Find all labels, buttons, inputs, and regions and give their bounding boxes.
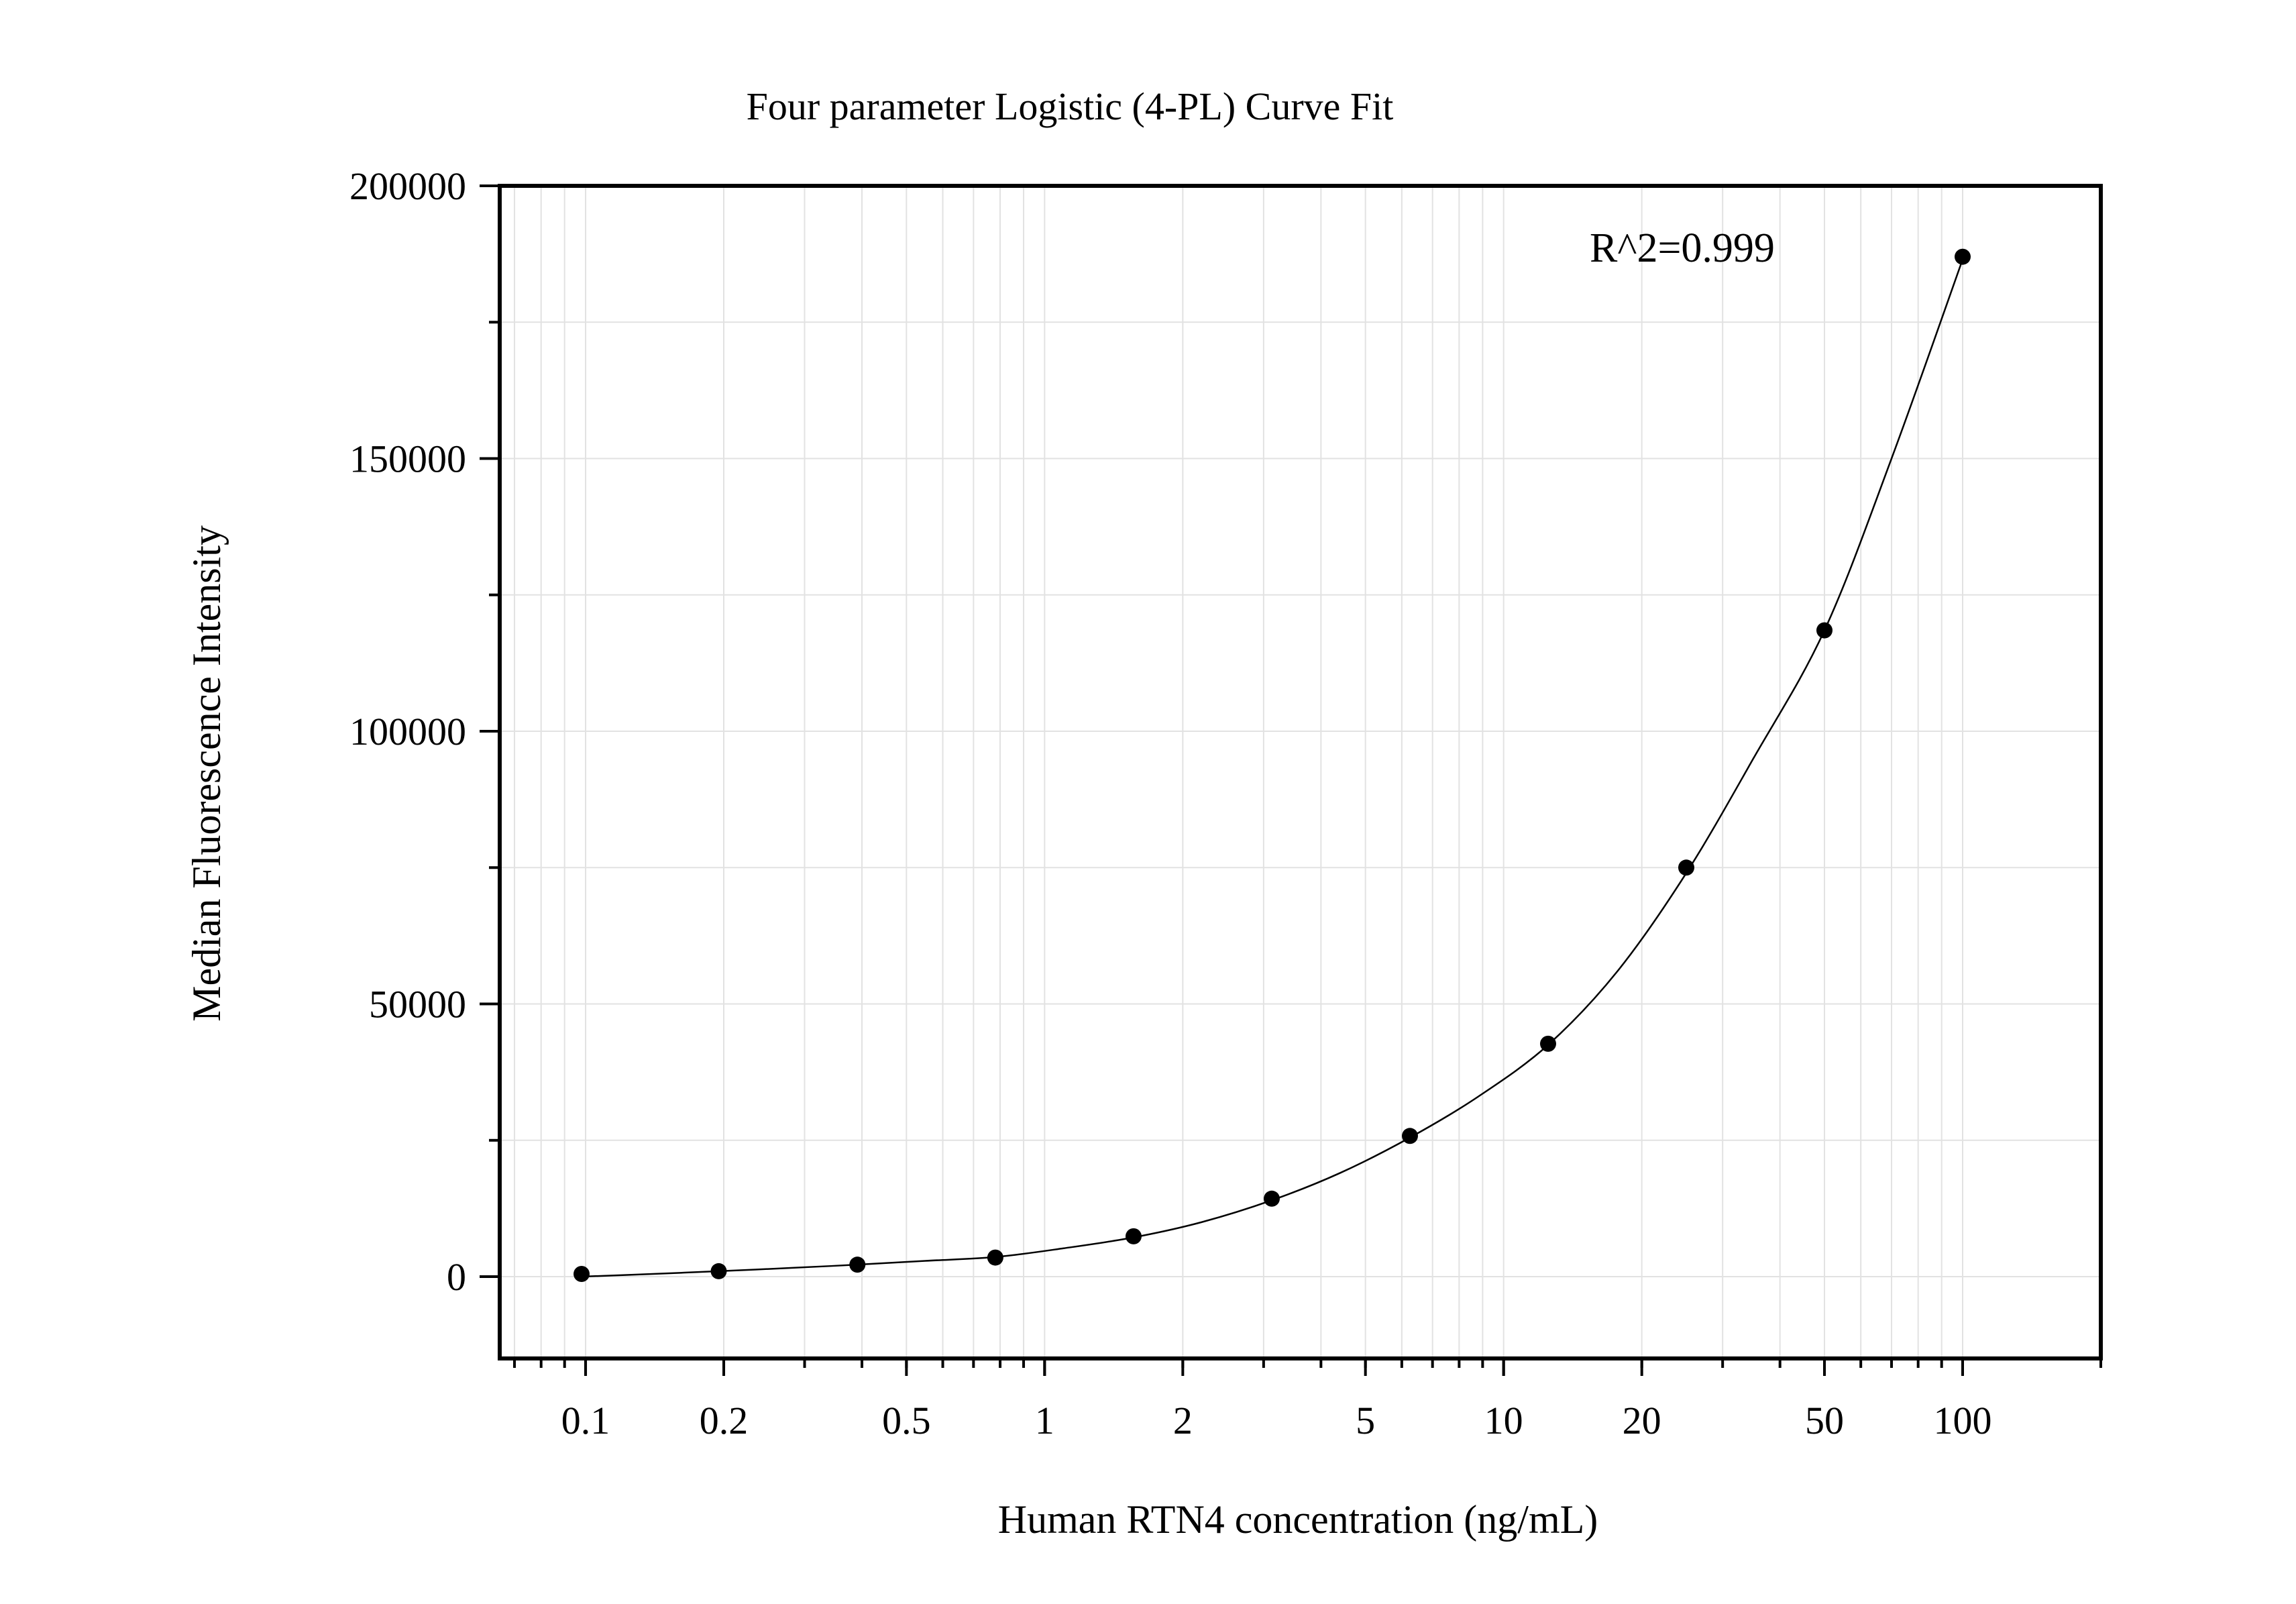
- y-tick-label: 50000: [369, 983, 466, 1026]
- data-point: [987, 1249, 1003, 1266]
- data-point: [1954, 248, 1971, 265]
- y-tick-label: 0: [447, 1255, 466, 1299]
- y-tick-label: 150000: [349, 437, 466, 481]
- x-tick-label: 0.2: [700, 1399, 749, 1442]
- x-tick-label: 20: [1623, 1399, 1661, 1442]
- x-tick-label: 50: [1805, 1399, 1844, 1442]
- chart-title: Four parameter Logistic (4-PL) Curve Fit: [747, 85, 1394, 128]
- plot-frame: [498, 184, 2103, 1360]
- x-tick-label: 5: [1356, 1399, 1375, 1442]
- x-tick-label: 1: [1035, 1399, 1054, 1442]
- data-point: [1678, 859, 1694, 876]
- data-point: [1816, 622, 1833, 639]
- fit-curve-line: [581, 259, 1964, 1278]
- y-axis-label: Median Fluorescence Intensity: [184, 525, 229, 1022]
- grid-lines: [500, 185, 2101, 1358]
- y-tick-label: 100000: [349, 710, 466, 753]
- x-axis-ticks: 0.1 0.2 0.5 1 2 5 10 20 50 100: [513, 1358, 2102, 1442]
- data-point: [573, 1265, 590, 1282]
- data-point: [849, 1257, 866, 1273]
- x-tick-label: 10: [1484, 1399, 1523, 1442]
- data-point: [710, 1263, 727, 1279]
- r-squared-annotation: R^2=0.999: [1590, 225, 1775, 271]
- data-point: [1263, 1190, 1280, 1207]
- x-tick-label: 2: [1173, 1399, 1193, 1442]
- x-axis-label: Human RTN4 concentration (ng/mL): [998, 1497, 1598, 1542]
- y-tick-label: 200000: [349, 164, 466, 208]
- fit-curve-layer: [581, 259, 1964, 1278]
- data-point: [1539, 1035, 1556, 1052]
- data-points: [573, 248, 1971, 1282]
- y-axis-ticks: 0 50000 100000 150000 200000: [349, 164, 500, 1299]
- x-tick-label: 100: [1933, 1399, 1991, 1442]
- x-tick-label: 0.5: [882, 1399, 931, 1442]
- data-point: [1125, 1228, 1142, 1244]
- x-tick-label: 0.1: [561, 1399, 610, 1442]
- data-point: [1401, 1128, 1418, 1144]
